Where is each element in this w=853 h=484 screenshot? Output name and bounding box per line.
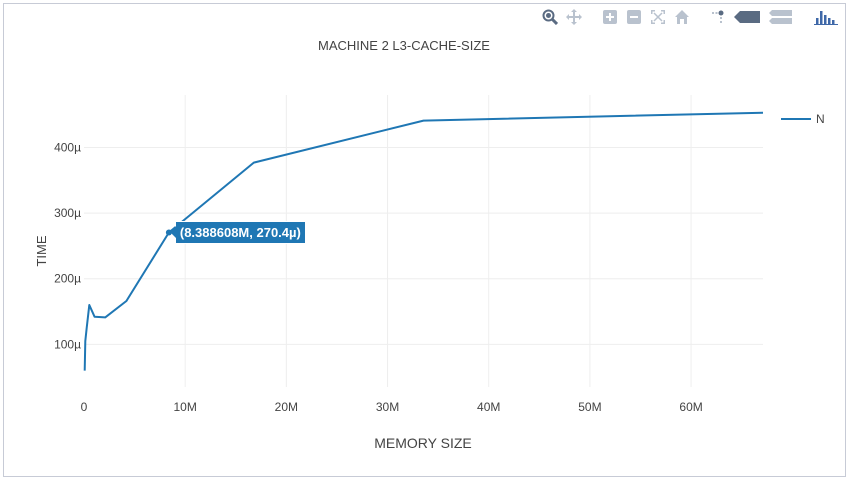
hover-label: (8.388608M, 270.4µ) <box>169 220 306 244</box>
chart-title: MACHINE 2 L3-CACHE-SIZE <box>318 38 490 53</box>
modebar <box>541 8 841 26</box>
x-tick-label: 10M <box>174 400 197 414</box>
data-point[interactable] <box>421 118 427 124</box>
spike-lines-icon[interactable] <box>709 8 727 26</box>
y-axis-label: TIME <box>34 235 49 266</box>
tick-layer: 0 10M 20M 30M 40M 50M 60M 100µ 200µ 300µ 400µ <box>54 140 703 414</box>
zoom-out-icon[interactable] <box>625 8 643 26</box>
pan-icon[interactable] <box>565 8 583 26</box>
hover-compare-icon[interactable] <box>767 8 795 26</box>
x-tick-label: 0 <box>81 400 88 414</box>
data-point[interactable] <box>760 110 766 116</box>
zoom-icon[interactable] <box>541 8 559 26</box>
data-point[interactable] <box>251 160 257 166</box>
data-point[interactable] <box>84 325 90 331</box>
x-tick-label: 60M <box>679 400 702 414</box>
x-tick-label: 30M <box>376 400 399 414</box>
data-point[interactable] <box>92 314 98 320</box>
legend-label: N <box>816 112 825 126</box>
x-tick-label: 50M <box>578 400 601 414</box>
series-line[interactable] <box>83 111 764 371</box>
data-point[interactable] <box>82 368 88 374</box>
data-point[interactable] <box>82 338 88 344</box>
data-point[interactable] <box>123 298 129 304</box>
y-tick-label: 200µ <box>54 272 81 286</box>
autoscale-icon[interactable] <box>649 8 667 26</box>
x-axis-label: MEMORY SIZE <box>374 435 472 451</box>
y-tick-label: 300µ <box>54 206 81 220</box>
data-point[interactable] <box>86 302 92 308</box>
x-tick-label: 40M <box>477 400 500 414</box>
x-tick-label: 20M <box>275 400 298 414</box>
data-point[interactable] <box>102 314 108 320</box>
y-tick-label: 100µ <box>54 337 81 351</box>
zoom-in-icon[interactable] <box>601 8 619 26</box>
legend[interactable]: N <box>781 112 825 126</box>
chart-frame <box>3 3 846 477</box>
grid-layer <box>84 95 763 387</box>
hover-closest-icon[interactable] <box>733 8 761 26</box>
y-tick-label: 400µ <box>54 140 81 154</box>
plotly-logo-icon[interactable] <box>813 8 841 26</box>
reset-axes-icon[interactable] <box>673 8 691 26</box>
